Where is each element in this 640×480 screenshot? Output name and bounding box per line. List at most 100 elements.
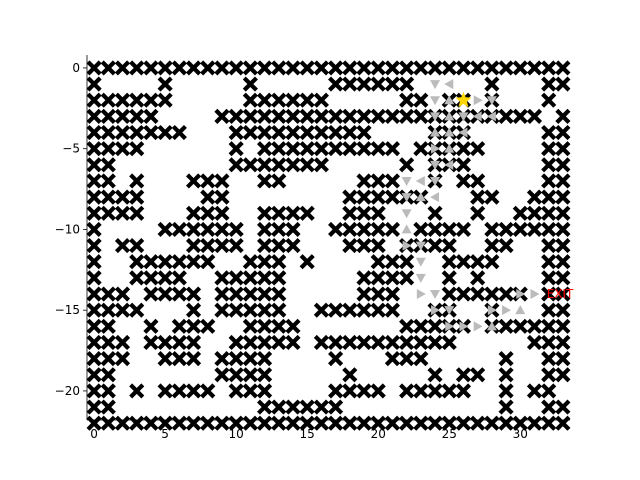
path-arrow-down (430, 176, 441, 186)
wall-marker (271, 415, 287, 431)
wall-marker (328, 108, 344, 124)
wall-marker (86, 399, 102, 415)
wall-marker (257, 205, 273, 221)
wall-marker (342, 334, 358, 351)
wall-marker (200, 189, 216, 205)
wall-marker (356, 286, 372, 302)
wall-marker (271, 173, 287, 189)
solution-path (401, 79, 540, 332)
wall-marker (271, 254, 287, 270)
wall-marker (143, 60, 159, 76)
wall-marker (328, 383, 344, 399)
wall-marker (257, 254, 273, 270)
wall-marker (242, 367, 258, 383)
wall-marker (555, 254, 571, 270)
wall-marker (86, 76, 102, 92)
wall-marker (271, 108, 287, 124)
wall-marker (356, 60, 372, 76)
wall-marker (526, 318, 543, 334)
wall-marker (285, 60, 301, 76)
wall-marker (342, 302, 358, 318)
wall-marker (114, 189, 131, 205)
wall-marker (512, 108, 528, 124)
wall-marker (86, 286, 102, 302)
wall-marker (129, 92, 145, 108)
wall-marker (484, 286, 500, 302)
wall-marker (399, 351, 415, 367)
wall-marker (427, 221, 443, 237)
wall-marker (384, 351, 400, 367)
wall-marker (441, 415, 457, 431)
wall-marker (313, 92, 329, 108)
wall-marker (526, 108, 543, 124)
wall-marker (526, 189, 543, 205)
wall-marker (257, 92, 273, 108)
wall-marker (555, 302, 571, 318)
wall-marker (328, 399, 344, 415)
wall-marker (441, 221, 457, 237)
wall-marker (455, 173, 472, 189)
wall-marker (214, 367, 230, 383)
wall-marker (399, 254, 415, 270)
wall-marker (342, 76, 358, 92)
wall-marker (200, 383, 216, 399)
wall-marker (200, 254, 216, 270)
wall-marker (299, 254, 315, 270)
wall-marker (228, 270, 244, 286)
wall-marker (541, 318, 557, 334)
wall-marker (455, 221, 472, 237)
wall-marker (86, 302, 102, 318)
wall-marker (427, 367, 443, 383)
x-tick-label: 30 (513, 427, 528, 441)
wall-marker (455, 415, 472, 431)
wall-marker (257, 173, 273, 189)
wall-marker (129, 254, 145, 270)
wall-marker (384, 254, 400, 270)
wall-marker (455, 254, 472, 270)
wall-marker (555, 334, 571, 351)
wall-marker (129, 189, 145, 205)
wall-marker (555, 60, 571, 76)
wall-marker (185, 383, 202, 399)
wall-marker (200, 205, 216, 221)
wall-marker (143, 124, 159, 141)
path-arrow-up (444, 143, 455, 153)
wall-marker (157, 334, 173, 351)
wall-marker (100, 399, 116, 415)
wall-marker (299, 124, 315, 141)
wall-marker (356, 141, 372, 157)
wall-marker (470, 415, 486, 431)
wall-marker (228, 367, 244, 383)
wall-marker (242, 351, 258, 367)
wall-marker (555, 189, 571, 205)
x-tick-label: 20 (371, 427, 386, 441)
wall-marker (399, 383, 415, 399)
wall-marker (271, 60, 287, 76)
wall-marker (171, 124, 187, 141)
wall-marker (370, 205, 386, 221)
wall-marker (498, 108, 514, 124)
wall-marker (541, 238, 557, 254)
wall-marker (157, 221, 173, 237)
wall-marker (285, 334, 301, 351)
wall-marker (171, 383, 187, 399)
wall-marker (86, 124, 102, 141)
wall-marker (185, 351, 202, 367)
wall-marker (427, 318, 443, 334)
wall-marker (342, 415, 358, 431)
wall-marker (399, 60, 415, 76)
wall-marker (541, 334, 557, 351)
wall-marker (143, 108, 159, 124)
wall-marker (484, 60, 500, 76)
wall-marker (285, 205, 301, 221)
wall-marker (257, 108, 273, 124)
wall-marker (171, 221, 187, 237)
wall-marker (313, 157, 329, 173)
wall-marker (271, 318, 287, 334)
wall-marker (200, 221, 216, 237)
wall-marker (242, 92, 258, 108)
wall-marker (313, 60, 329, 76)
wall-marker (200, 415, 216, 431)
wall-marker (228, 221, 244, 237)
wall-marker (470, 205, 486, 221)
